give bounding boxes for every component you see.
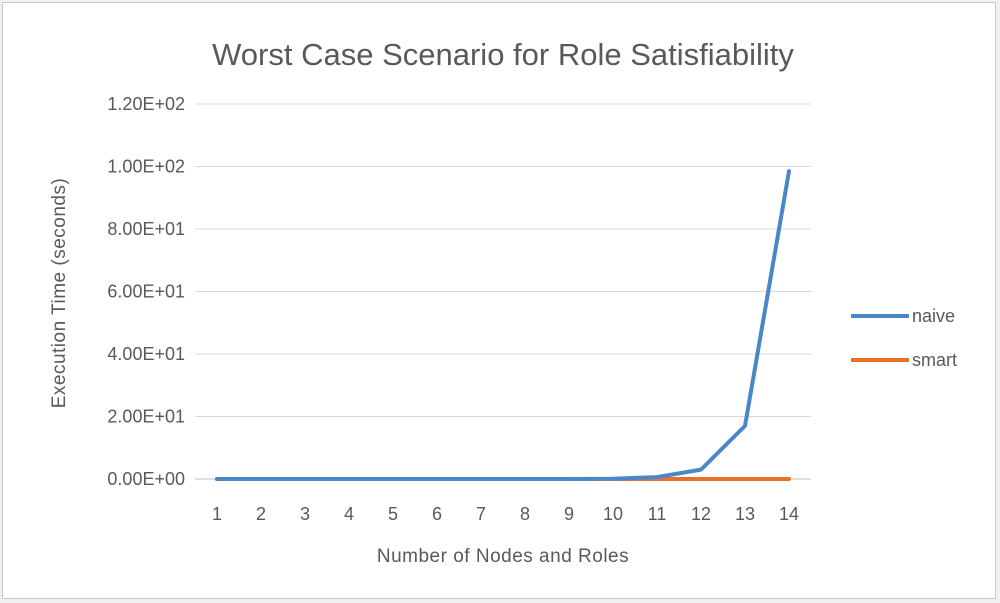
x-tick-label: 13: [735, 504, 755, 524]
x-tick-label: 9: [564, 504, 574, 524]
x-tick-label: 5: [388, 504, 398, 524]
y-tick-label: 1.20E+02: [107, 94, 185, 114]
x-tick-label: 6: [432, 504, 442, 524]
chart-title: Worst Case Scenario for Role Satisfiabil…: [212, 37, 794, 72]
series-lines: [215, 169, 791, 481]
x-axis-title: Number of Nodes and Roles: [377, 546, 629, 567]
x-tick-label: 2: [256, 504, 266, 524]
x-tick-label: 10: [603, 504, 623, 524]
x-tick-label: 3: [300, 504, 310, 524]
y-axis-ticks: 0.00E+00 2.00E+01 4.00E+01 6.00E+01 8.00E+01…: [107, 94, 185, 489]
y-tick-label: 1.00E+02: [107, 157, 185, 177]
x-tick-label: 11: [648, 504, 667, 524]
legend-label-naive: naive: [912, 306, 955, 326]
x-tick-label: 8: [520, 504, 530, 524]
y-tick-label: 6.00E+01: [107, 282, 185, 302]
x-tick-label: 14: [779, 504, 799, 524]
y-tick-label: 0.00E+00: [107, 469, 185, 489]
y-axis-title: Execution Time (seconds): [49, 178, 70, 409]
y-tick-label: 8.00E+01: [107, 219, 185, 239]
legend-label-smart: smart: [912, 350, 957, 370]
x-axis-ticks: 1 2 3 4 5 6 7 8 9 10 11 12 13 14: [212, 504, 799, 524]
legend: naive smart: [851, 306, 957, 370]
y-tick-label: 4.00E+01: [107, 344, 185, 364]
x-tick-label: 12: [691, 504, 711, 524]
line-chart: Worst Case Scenario for Role Satisfiabil…: [49, 37, 957, 567]
series-line-naive: [215, 169, 791, 481]
y-tick-label: 2.00E+01: [107, 407, 185, 427]
x-tick-label: 4: [344, 504, 354, 524]
x-tick-label: 1: [212, 504, 222, 524]
gridlines: [195, 103, 811, 417]
x-tick-label: 7: [476, 504, 486, 524]
